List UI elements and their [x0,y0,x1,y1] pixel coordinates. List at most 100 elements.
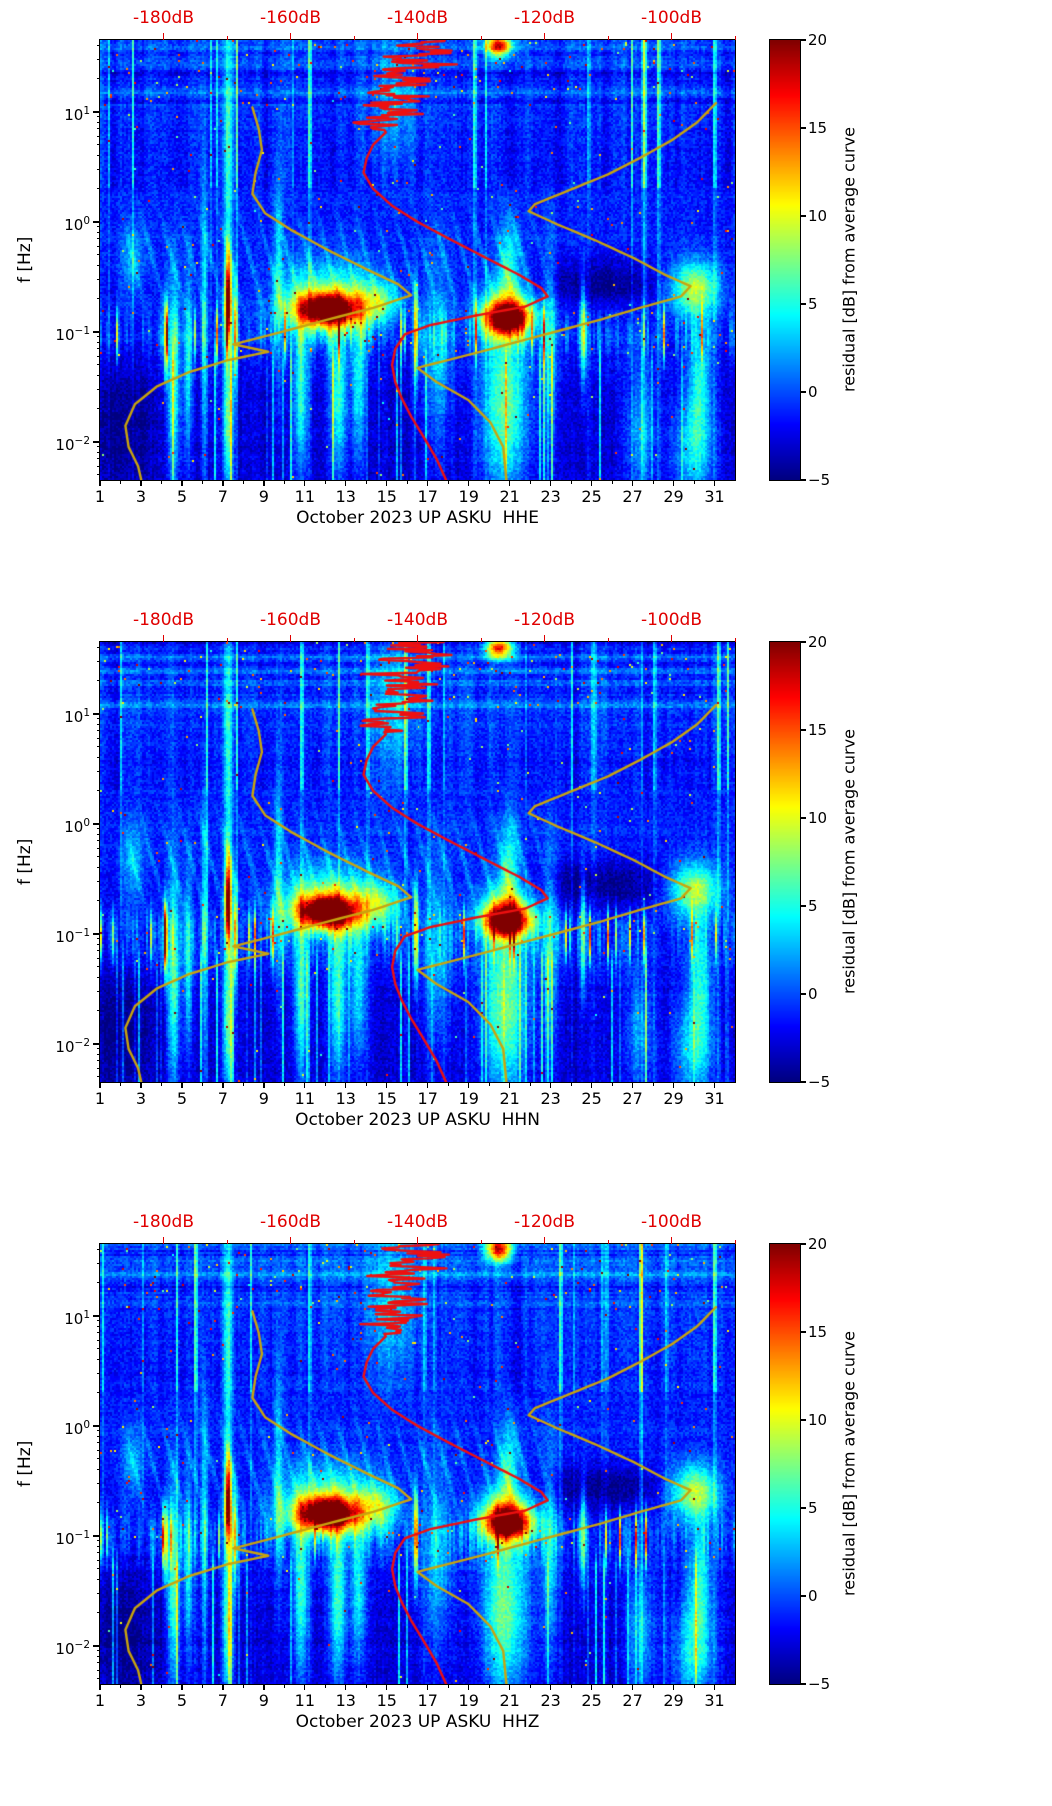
x-tick-label: 3 [135,1691,147,1710]
colorbar-label: residual [dB] from average curve [839,1331,859,1597]
y-tick-label: 10−1 [55,926,90,946]
x-tick-label: 17 [417,487,438,506]
x-tick-label: 25 [581,1691,602,1710]
x-tick-label: 21 [499,1089,520,1108]
top-axis-tick-label: -140dB [386,8,449,28]
x-axis-title: October 2023 UP ASKU HHZ [295,1712,540,1732]
x-tick-label: 5 [176,487,188,506]
top-axis-tick-label: -140dB [386,610,449,630]
x-axis-title: October 2023 UP ASKU HHE [296,508,539,528]
y-minor-tick [96,135,100,137]
colorbar-gradient [769,641,801,1083]
top-axis-tick-label: -100dB [640,8,703,28]
colorbar-tick [800,1243,806,1245]
x-minor-tick [324,480,326,484]
y-minor-tick [96,660,100,662]
x-tick [631,1082,634,1088]
y-minor-tick [96,724,100,725]
spectrogram-heatmap [99,641,736,1083]
x-tick-label: 17 [417,1691,438,1710]
top-axis-tick [416,1237,419,1244]
x-minor-tick [160,1684,162,1688]
x-minor-tick [447,480,449,484]
x-tick-label: 15 [376,1089,397,1108]
y-minor-tick [96,1592,100,1594]
y-minor-tick [96,1060,100,1062]
colorbar-tick-label: 5 [808,1499,818,1517]
y-minor-tick [96,188,100,190]
y-minor-tick [96,1372,100,1374]
x-tick-label: 19 [458,487,479,506]
x-tick-label: 27 [622,487,643,506]
x-tick [181,1684,183,1690]
y-minor-tick [96,1612,100,1614]
y-minor-tick [96,938,100,940]
x-minor-tick [570,1082,572,1086]
x-tick-label: 31 [704,1089,725,1108]
x-tick-label: 13 [335,1089,356,1108]
y-minor-tick [96,977,100,979]
x-minor-tick [406,1684,408,1688]
x-tick-label: 7 [217,1691,228,1710]
x-minor-tick [570,1684,572,1688]
x-minor-tick [693,480,695,484]
colorbar-tick-label: −5 [808,471,831,489]
top-axis-minor-tick [480,1240,482,1244]
x-tick-label: 21 [499,487,520,506]
x-tick [590,1082,593,1088]
x-minor-tick [570,480,572,484]
top-axis-tick [416,635,419,642]
x-tick-label: 19 [458,1089,479,1108]
colorbar-tick-label: 5 [808,295,818,313]
y-minor-tick [96,746,100,748]
colorbar-tick [800,1081,806,1083]
x-tick-label: 7 [217,1089,228,1108]
y-minor-tick [96,957,100,959]
y-minor-tick [96,238,100,240]
x-tick-label: 25 [581,1089,602,1108]
x-tick [427,1684,429,1690]
y-minor-tick [96,828,100,830]
y-minor-tick [96,1430,100,1432]
x-tick [181,480,183,486]
top-axis-minor-tick [480,638,482,642]
y-minor-tick [96,647,100,649]
y-tick [93,441,100,443]
x-minor-tick [365,1082,367,1086]
x-tick-label: 23 [540,1089,561,1108]
top-axis-tick-label: -180dB [132,610,195,630]
x-tick-label: 15 [376,487,397,506]
y-minor-tick [96,1359,100,1361]
x-tick-label: 5 [176,1691,188,1710]
top-axis-minor-tick [607,1240,609,1244]
x-tick [140,480,142,486]
y-minor-tick [96,1326,100,1327]
colorbar-tick [800,1595,806,1597]
x-tick-label: 9 [258,1089,269,1108]
colorbar-tick [800,303,806,305]
top-axis-minor-tick [734,638,736,642]
x-tick-label: 23 [540,1691,561,1710]
x-minor-tick [529,1082,531,1086]
colorbar-tick-label: 20 [808,633,828,651]
x-minor-tick [488,1684,490,1688]
y-minor-tick [96,1442,100,1444]
colorbar-tick-label: −5 [808,1675,831,1693]
y-minor-tick [96,770,100,772]
y-minor-tick [96,336,100,338]
x-minor-tick [242,1684,244,1688]
y-minor-tick [96,834,100,835]
top-axis-tick-label: -160dB [259,1212,322,1232]
top-axis-tick [289,1237,292,1244]
top-axis-tick [670,635,673,642]
y-minor-tick [96,1669,100,1671]
x-tick [672,480,675,486]
spectrogram-heatmap [99,39,736,481]
x-minor-tick [447,1684,449,1688]
x-tick [549,1684,552,1690]
y-minor-tick [96,58,100,60]
top-axis-tick-label: -120dB [513,8,576,28]
top-axis-tick [162,1237,165,1244]
x-tick [468,480,470,486]
top-axis-tick [416,33,419,40]
